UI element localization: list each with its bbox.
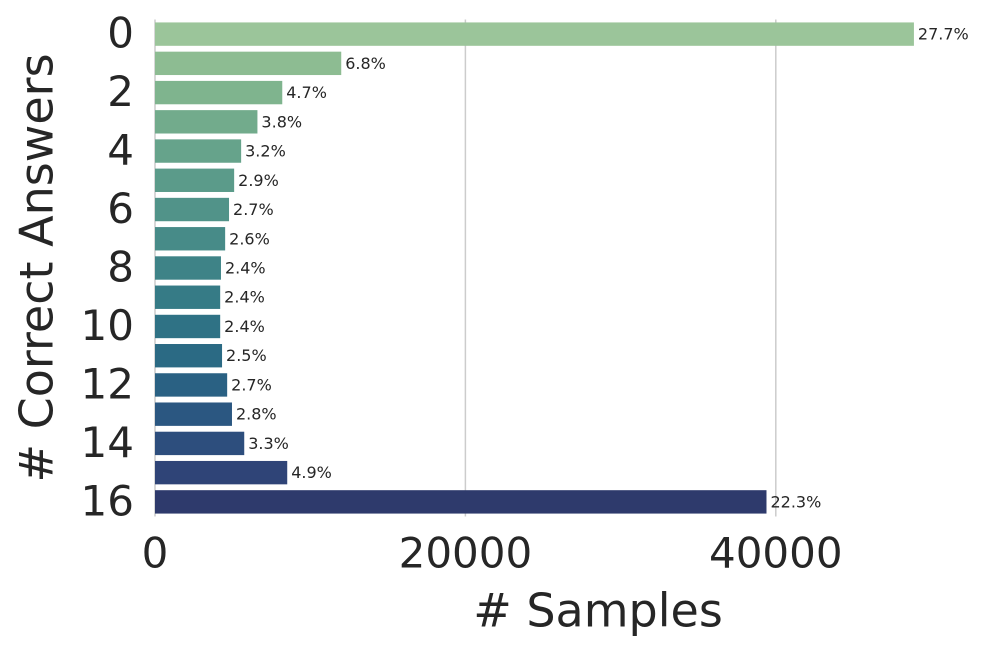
y-tick-label: 8: [107, 243, 134, 292]
data-label: 27.7%: [918, 25, 969, 44]
bar: [155, 22, 914, 46]
y-axis-label: # Correct Answers: [10, 53, 64, 482]
data-label: 2.6%: [229, 229, 270, 248]
data-label: 22.3%: [770, 492, 821, 511]
y-tick-label: 10: [81, 301, 134, 350]
x-tick-label: 20000: [399, 529, 533, 578]
bar: [155, 227, 226, 251]
data-label: 2.8%: [236, 405, 277, 424]
data-label: 3.8%: [261, 112, 302, 131]
bar: [155, 51, 342, 76]
data-label: 2.7%: [231, 375, 272, 394]
y-tick-label: 2: [107, 67, 134, 116]
bar: [155, 285, 221, 309]
data-label: 2.4%: [224, 317, 265, 336]
bar: [155, 344, 223, 368]
bar: [155, 431, 245, 456]
x-tick-label: 0: [142, 529, 169, 578]
bar: [155, 139, 242, 163]
data-label: 4.9%: [291, 463, 332, 482]
data-label: 2.5%: [226, 346, 267, 365]
data-label: 2.4%: [224, 288, 265, 307]
bar: [155, 168, 235, 192]
y-tick-label: 6: [107, 184, 134, 233]
bar: [155, 80, 283, 105]
y-tick-label: 12: [81, 359, 134, 408]
data-label: 2.9%: [238, 171, 279, 190]
x-axis-label: # Samples: [473, 584, 723, 638]
data-label: 3.3%: [248, 434, 289, 453]
data-label: 6.8%: [345, 54, 386, 73]
bar: [155, 256, 221, 280]
y-tick-label: 16: [81, 476, 134, 525]
bar: [155, 460, 288, 485]
bar: [155, 197, 230, 222]
y-tick-label: 4: [107, 126, 134, 175]
y-tick-label: 0: [107, 9, 134, 58]
bar: [155, 402, 232, 426]
data-label: 3.2%: [245, 142, 286, 161]
bar: [155, 373, 228, 397]
data-label: 2.4%: [225, 259, 266, 278]
y-tick-label: 14: [81, 418, 134, 467]
data-label: 2.7%: [233, 200, 274, 219]
x-tick-label: 40000: [709, 529, 843, 578]
data-label: 4.7%: [286, 83, 327, 102]
bar: [155, 110, 258, 134]
bar: [155, 314, 221, 339]
bar: [155, 490, 767, 514]
